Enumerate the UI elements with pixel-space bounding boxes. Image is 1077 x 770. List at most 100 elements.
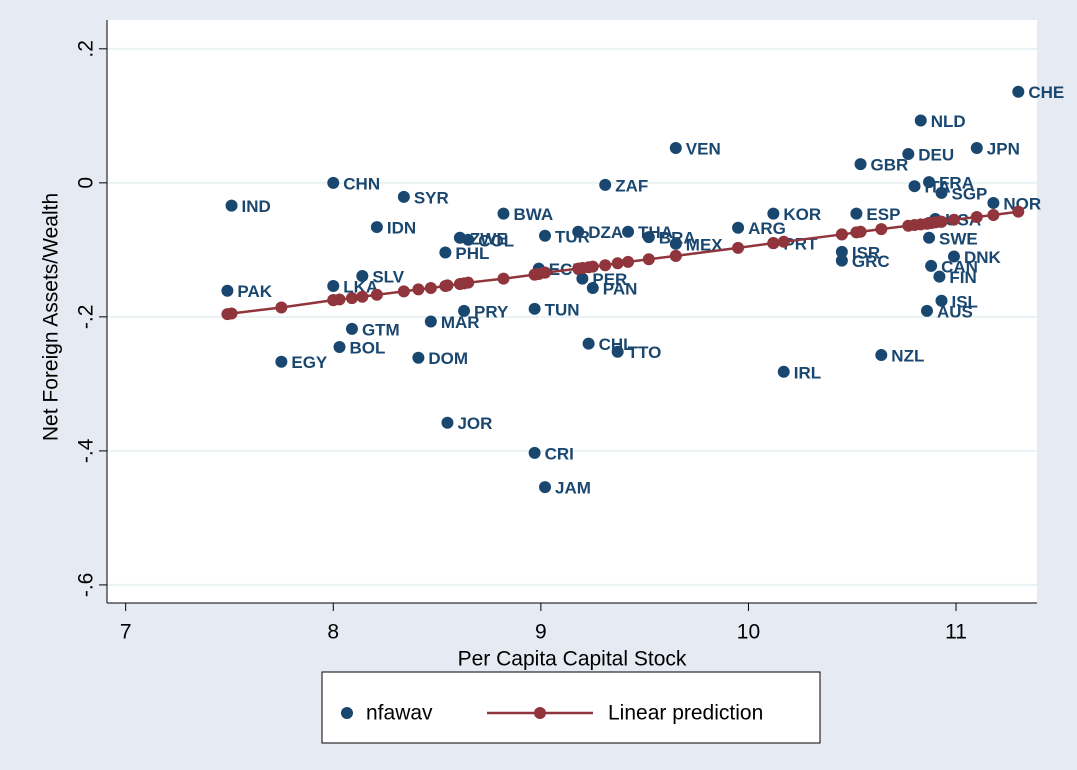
point-label: MEX [686,235,724,254]
y-axis-title: Net Foreign Assets/Wealth [40,193,63,441]
point [397,190,410,203]
point-label: BOL [350,339,386,358]
point-label: PER [592,270,627,289]
point-label: CHE [1028,83,1064,102]
point [528,446,541,459]
plot-area [107,20,1037,603]
prediction-marker [611,257,624,270]
point-label: JPN [987,139,1020,158]
point-label: PHL [455,244,489,263]
point-label: NOR [1003,194,1041,213]
point [356,269,369,282]
point [225,199,238,212]
point [458,304,471,317]
x-axis-title: Per Capita Capital Stock [458,648,687,671]
point [622,225,635,238]
point-label: AUS [937,302,973,321]
point [970,141,983,154]
point [599,178,612,191]
point [424,315,437,328]
point-label: COL [478,231,514,250]
point [908,180,921,193]
point-label: TTO [628,343,662,362]
point [875,349,888,362]
prediction-marker [497,272,510,285]
point [497,207,510,220]
point [1012,85,1025,98]
point [611,345,624,358]
point [767,207,780,220]
prediction-marker [225,307,238,320]
prediction-marker [1012,205,1025,218]
point-label: GRC [852,252,890,271]
point-label: PAK [237,282,272,301]
point-label: CHN [343,174,380,193]
point-label: LKA [343,278,378,297]
point-label: DZA [588,223,623,242]
legend-marker [534,707,546,719]
point-label: SYR [414,188,449,207]
point [642,231,655,244]
point [572,225,585,238]
y-tick-label: -.4 [75,438,98,463]
point [669,141,682,154]
prediction-marker [947,213,960,226]
prediction-marker [642,253,655,266]
prediction-marker [767,237,780,250]
prediction-marker [412,283,425,296]
y-tick-label: -.2 [75,305,98,330]
prediction-marker [987,209,1000,222]
point-label: IRL [794,363,821,382]
point-label: SWE [939,229,978,248]
point-label: ARG [748,219,786,238]
point-label: FIN [949,268,976,287]
prediction-marker [669,249,682,262]
y-tick-label: -.6 [75,573,98,598]
point-label: PAN [603,280,638,299]
point [923,231,936,244]
point [935,186,948,199]
prediction-marker [854,225,867,238]
point [412,351,425,364]
point [669,237,682,250]
x-tick-label: 10 [737,621,760,644]
point-label: NLD [931,112,966,131]
point [439,246,452,259]
point-label: FRA [939,174,974,193]
legend-label: Linear prediction [608,702,763,725]
legend-marker [341,707,353,719]
x-tick-label: 11 [945,621,967,644]
point [528,302,541,315]
prediction-marker [586,260,599,273]
point-label: CHL [599,335,634,354]
point [586,282,599,295]
point-label: DNK [964,248,1002,267]
point [933,270,946,283]
point [539,481,552,494]
point [987,196,1000,209]
prediction-marker [333,293,346,306]
point [333,341,346,354]
y-tick-label: .2 [75,40,98,58]
prediction-marker [345,292,358,305]
prediction-marker [875,223,888,236]
x-tick-label: 7 [120,621,132,644]
point-label: JAM [555,479,591,498]
point-label: EGY [291,353,328,372]
point-label: GBR [871,156,909,175]
point [221,284,234,297]
point-label: TUN [545,300,580,319]
prediction-marker [732,241,745,254]
point [576,272,589,285]
point [835,245,848,258]
point-label: ZAF [615,176,648,195]
prediction-marker [539,266,552,279]
point-label: DEU [918,146,954,165]
legend-label: nfawav [366,702,433,725]
prediction-marker [935,215,948,228]
point-label: GTM [362,320,400,339]
prediction-marker [970,211,983,224]
legend-box [321,671,821,744]
point [854,158,867,171]
